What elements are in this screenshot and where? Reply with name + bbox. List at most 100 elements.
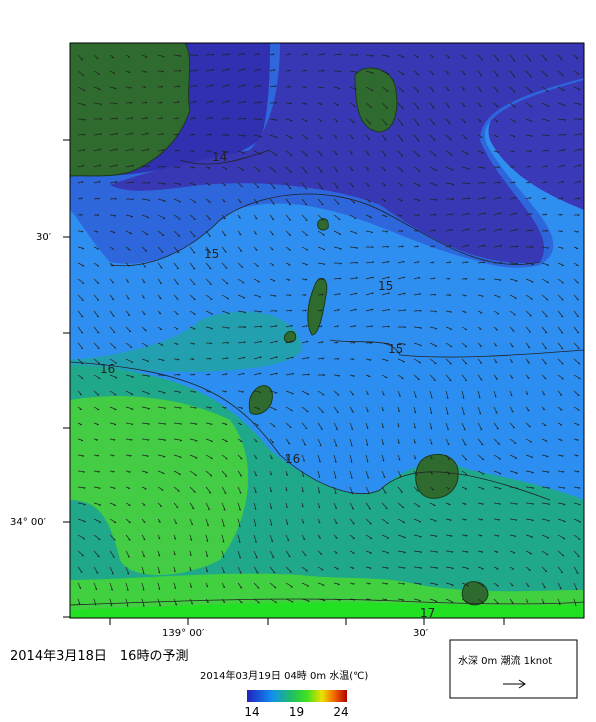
arrow xyxy=(205,246,212,254)
arrow xyxy=(573,214,580,217)
arrow xyxy=(189,230,196,238)
arrow xyxy=(349,406,354,413)
arrow xyxy=(333,134,338,139)
arrow xyxy=(397,86,405,93)
arrow xyxy=(509,86,516,93)
arrow xyxy=(477,486,485,490)
arrow xyxy=(205,470,213,477)
arrow xyxy=(493,390,497,398)
arrow xyxy=(237,166,244,171)
arrow xyxy=(381,502,388,510)
arrow xyxy=(429,198,438,201)
arrow xyxy=(285,534,290,542)
arrow xyxy=(509,278,518,282)
arrow xyxy=(461,166,470,170)
arrow xyxy=(493,454,501,460)
arrow xyxy=(205,438,213,442)
arrow xyxy=(237,134,246,137)
arrow xyxy=(493,134,498,138)
arrow xyxy=(77,358,84,365)
arrow xyxy=(77,278,85,284)
arrow xyxy=(477,518,483,521)
arrow xyxy=(493,86,499,93)
arrow xyxy=(221,550,225,559)
arrow xyxy=(381,214,388,218)
arrow xyxy=(333,86,341,90)
arrow xyxy=(109,438,116,441)
arrow xyxy=(157,598,161,607)
arrow xyxy=(285,486,288,492)
arrow xyxy=(381,54,390,58)
arrow xyxy=(365,70,374,74)
arrow xyxy=(221,278,229,285)
arrow xyxy=(221,502,226,511)
arrow xyxy=(429,182,438,186)
arrow xyxy=(525,566,531,571)
arrow xyxy=(189,582,193,588)
contour-label: 15 xyxy=(388,342,403,356)
arrow xyxy=(445,182,455,186)
arrow xyxy=(509,550,516,554)
arrow xyxy=(381,390,385,396)
arrow xyxy=(77,326,84,334)
arrow xyxy=(141,518,146,523)
arrow xyxy=(125,214,133,218)
arrow xyxy=(445,486,450,490)
arrow xyxy=(205,198,211,203)
arrow xyxy=(413,166,421,172)
arrow xyxy=(93,54,99,60)
arrow xyxy=(381,276,390,280)
arrow xyxy=(189,502,195,510)
arrow xyxy=(493,54,500,62)
arrow xyxy=(141,598,145,607)
arrow xyxy=(525,294,533,300)
arrow xyxy=(429,518,437,522)
arrow xyxy=(397,342,406,346)
arrow xyxy=(253,518,257,527)
arrow xyxy=(365,292,374,296)
arrow xyxy=(93,566,99,574)
arrow xyxy=(413,518,422,523)
arrow xyxy=(237,246,243,252)
arrow xyxy=(461,566,469,570)
arrow xyxy=(541,70,548,77)
arrow xyxy=(541,342,547,350)
arrow xyxy=(333,390,340,396)
arrow xyxy=(557,246,564,250)
arrow xyxy=(333,102,340,106)
arrow xyxy=(477,534,483,537)
arrow xyxy=(557,598,561,606)
arrow xyxy=(301,325,308,328)
arrow xyxy=(93,582,98,591)
contour-label: 17 xyxy=(420,606,435,620)
arrow xyxy=(525,582,530,587)
arrow xyxy=(221,406,227,409)
arrow xyxy=(269,518,273,526)
arrow xyxy=(413,214,420,217)
arrow xyxy=(189,294,196,301)
arrow xyxy=(237,198,242,203)
arrow xyxy=(157,438,166,442)
arrow xyxy=(365,261,375,264)
arrow xyxy=(253,470,258,477)
arrow xyxy=(509,228,518,232)
arrow xyxy=(333,325,339,328)
arrow xyxy=(109,54,115,59)
arrow xyxy=(461,244,469,248)
arrow xyxy=(173,85,181,88)
arrow xyxy=(398,326,407,329)
arrow xyxy=(141,165,150,168)
arrow xyxy=(237,117,247,120)
arrow xyxy=(349,438,353,447)
arrow xyxy=(157,294,162,300)
arrow xyxy=(573,582,578,591)
arrow xyxy=(349,566,355,569)
arrow xyxy=(333,262,342,265)
arrow xyxy=(381,182,387,187)
arrow xyxy=(366,246,374,249)
arrow xyxy=(477,422,483,431)
arrow xyxy=(317,150,323,156)
arrow xyxy=(381,358,389,362)
arrow xyxy=(333,566,339,570)
arrow xyxy=(381,230,389,233)
